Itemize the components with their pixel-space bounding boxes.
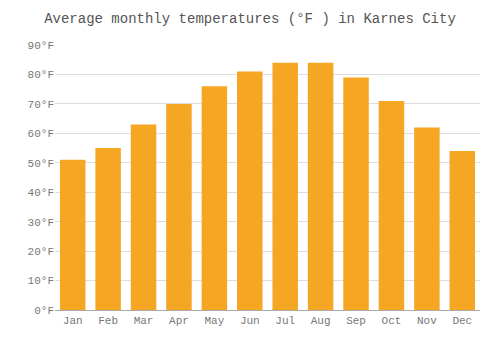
svg-text:Nov: Nov	[417, 315, 437, 327]
svg-text:Jun: Jun	[240, 315, 260, 327]
svg-text:80°F: 80°F	[28, 69, 54, 81]
svg-text:90°F: 90°F	[28, 40, 54, 52]
svg-text:May: May	[204, 315, 224, 327]
svg-text:Sep: Sep	[346, 315, 366, 327]
svg-text:Oct: Oct	[382, 315, 402, 327]
svg-text:70°F: 70°F	[28, 99, 54, 111]
svg-text:Apr: Apr	[169, 315, 189, 327]
svg-text:50°F: 50°F	[28, 158, 54, 170]
svg-text:20°F: 20°F	[28, 246, 54, 258]
svg-text:Feb: Feb	[98, 315, 118, 327]
svg-text:Jul: Jul	[275, 315, 295, 327]
svg-text:Mar: Mar	[134, 315, 154, 327]
svg-text:Jan: Jan	[63, 315, 83, 327]
svg-text:Aug: Aug	[311, 315, 331, 327]
svg-text:Average monthly temperatures (: Average monthly temperatures (°F ) in Ka…	[44, 11, 456, 27]
svg-text:60°F: 60°F	[28, 128, 54, 140]
svg-text:0°F: 0°F	[34, 305, 54, 317]
svg-text:Dec: Dec	[452, 315, 472, 327]
svg-text:30°F: 30°F	[28, 217, 54, 229]
svg-text:40°F: 40°F	[28, 187, 54, 199]
svg-text:10°F: 10°F	[28, 275, 54, 287]
